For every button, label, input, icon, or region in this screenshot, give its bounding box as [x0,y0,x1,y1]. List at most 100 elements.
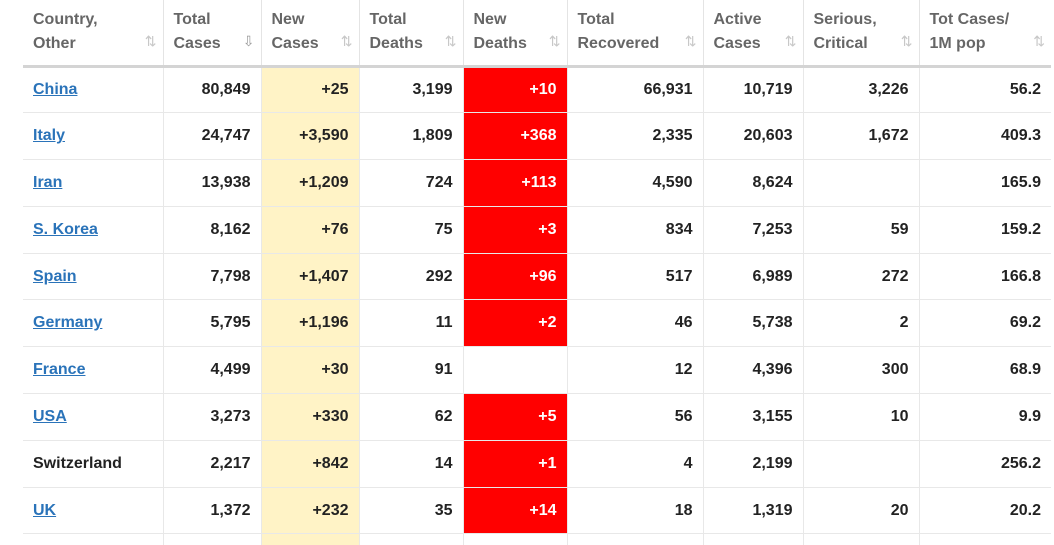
column-header-total-recovered[interactable]: Total Recovered ⇅ [566,0,703,68]
serious-critical-cell: 10 [802,393,919,441]
header-label-line2: Cases [271,35,319,53]
column-header-active-cases[interactable]: Active Cases ⇅ [702,0,803,68]
serious-critical-cell: 3,226 [802,66,919,114]
cases-per-million-cell: 165.9 [918,159,1051,207]
new-cases-cell: +330 [260,393,359,441]
table-row: UK 1,372 +232 35 +14 18 1,319 20 20.2 [23,487,1051,535]
active-cases-cell: 7,253 [702,206,803,254]
total-deaths-cell: 724 [358,159,463,207]
cases-per-million-cell: 20.2 [918,487,1051,535]
table-row: Switzerland 2,217 +842 14 +1 4 2,199 256.2 [23,440,1051,488]
total-deaths-cell: 11 [358,299,463,348]
total-recovered-cell: 12 [566,346,703,395]
serious-critical-cell: 59 [802,206,919,254]
empty-cell [260,533,359,545]
active-cases-cell: 2,199 [702,440,803,488]
empty-cell [702,533,803,545]
total-deaths-cell: 35 [358,487,463,535]
header-label-line1: Serious, [813,11,877,29]
sort-descending-icon[interactable]: ⇩ [242,32,255,49]
empty-cell [358,533,463,545]
active-cases-cell: 6,989 [702,253,803,301]
new-deaths-cell [462,346,567,395]
total-deaths-cell: 1,809 [358,112,463,161]
column-header-new-cases[interactable]: New Cases ⇅ [260,0,359,68]
table-header-row: Country, Other ⇅ Total Cases ⇩ New Cases ⇅ … [23,0,1051,68]
total-recovered-cell: 56 [566,393,703,441]
sort-icon[interactable]: ⇅ [784,32,797,49]
new-deaths-cell: +3 [462,206,567,254]
sort-icon[interactable]: ⇅ [444,32,457,49]
column-header-total-deaths[interactable]: Total Deaths ⇅ [358,0,463,68]
coronavirus-cases-table: Country, Other ⇅ Total Cases ⇩ New Cases ⇅ … [23,0,1051,545]
header-label-line1: Total [369,11,407,29]
column-header-country[interactable]: Country, Other ⇅ [23,0,163,68]
cases-per-million-cell: 9.9 [918,393,1051,441]
active-cases-cell: 5,738 [702,299,803,348]
country-cell: Germany [23,299,163,348]
table-row: China 80,849 +25 3,199 +10 66,931 10,719 3,226 5… [23,66,1051,114]
table-row: USA 3,273 +330 62 +5 56 3,155 10 9.9 [23,393,1051,441]
new-cases-cell: +3,590 [260,112,359,161]
new-deaths-cell: +368 [462,112,567,161]
cases-per-million-cell: 166.8 [918,253,1051,301]
sort-icon[interactable]: ⇅ [900,32,913,49]
cases-per-million-cell: 56.2 [918,66,1051,114]
active-cases-cell: 4,396 [702,346,803,395]
empty-cell [23,534,163,545]
country-link[interactable]: UK [33,501,57,519]
header-label-line1: Total [173,11,211,29]
country-link[interactable]: France [33,361,86,379]
total-recovered-cell: 46 [566,299,703,348]
country-link[interactable]: USA [33,407,67,425]
total-recovered-cell: 517 [566,253,703,301]
country-cell: Iran [23,159,163,207]
header-label-line2: Deaths [473,35,527,53]
new-deaths-cell: +2 [462,299,567,348]
column-header-serious-critical[interactable]: Serious, Critical ⇅ [802,0,919,68]
sort-icon[interactable]: ⇅ [144,32,157,49]
table-row-partial [23,533,1051,545]
total-deaths-cell: 292 [358,253,463,301]
total-cases-cell: 80,849 [162,66,261,114]
sort-icon[interactable]: ⇅ [1033,32,1045,49]
sort-icon[interactable]: ⇅ [340,32,353,49]
serious-critical-cell: 272 [802,253,919,301]
new-cases-cell: +1,196 [260,299,359,348]
serious-critical-cell: 300 [802,346,919,395]
total-cases-cell: 4,499 [162,346,261,395]
country-link[interactable]: Spain [33,267,77,285]
total-deaths-cell: 91 [358,346,463,395]
new-deaths-cell: +113 [462,159,567,207]
header-label-line2: Critical [813,35,868,53]
sort-icon[interactable]: ⇅ [548,32,561,49]
new-cases-cell: +30 [260,346,359,395]
total-cases-cell: 24,747 [162,112,261,161]
country-link[interactable]: China [33,80,78,98]
country-link[interactable]: Germany [33,314,103,332]
active-cases-cell: 1,319 [702,487,803,535]
serious-critical-cell: 1,672 [802,112,919,161]
table-row: S. Korea 8,162 +76 75 +3 834 7,253 59 159.2 [23,206,1051,254]
new-deaths-cell: +5 [462,393,567,441]
serious-critical-cell [802,159,919,207]
new-cases-cell: +232 [260,487,359,535]
new-deaths-cell: +96 [462,253,567,301]
column-header-cases-per-million[interactable]: Tot Cases/1M pop ⇅ [918,0,1051,68]
country-link[interactable]: S. Korea [33,220,98,238]
sort-icon[interactable]: ⇅ [684,32,697,49]
cases-per-million-cell: 409.3 [918,112,1051,161]
serious-critical-cell [802,440,919,488]
header-label-line1: New [271,11,305,29]
column-header-total-cases[interactable]: Total Cases ⇩ [162,0,261,68]
country-cell: UK [23,487,163,535]
country-link[interactable]: Italy [33,127,66,145]
country-link[interactable]: Iran [33,173,63,191]
country-cell: France [23,346,163,395]
header-label-line2: Cases [713,35,761,53]
total-recovered-cell: 2,335 [566,112,703,161]
column-header-new-deaths[interactable]: New Deaths ⇅ [462,0,567,68]
new-cases-cell: +76 [260,206,359,254]
header-label-line1: Total [577,11,615,29]
total-recovered-cell: 4 [566,440,703,488]
